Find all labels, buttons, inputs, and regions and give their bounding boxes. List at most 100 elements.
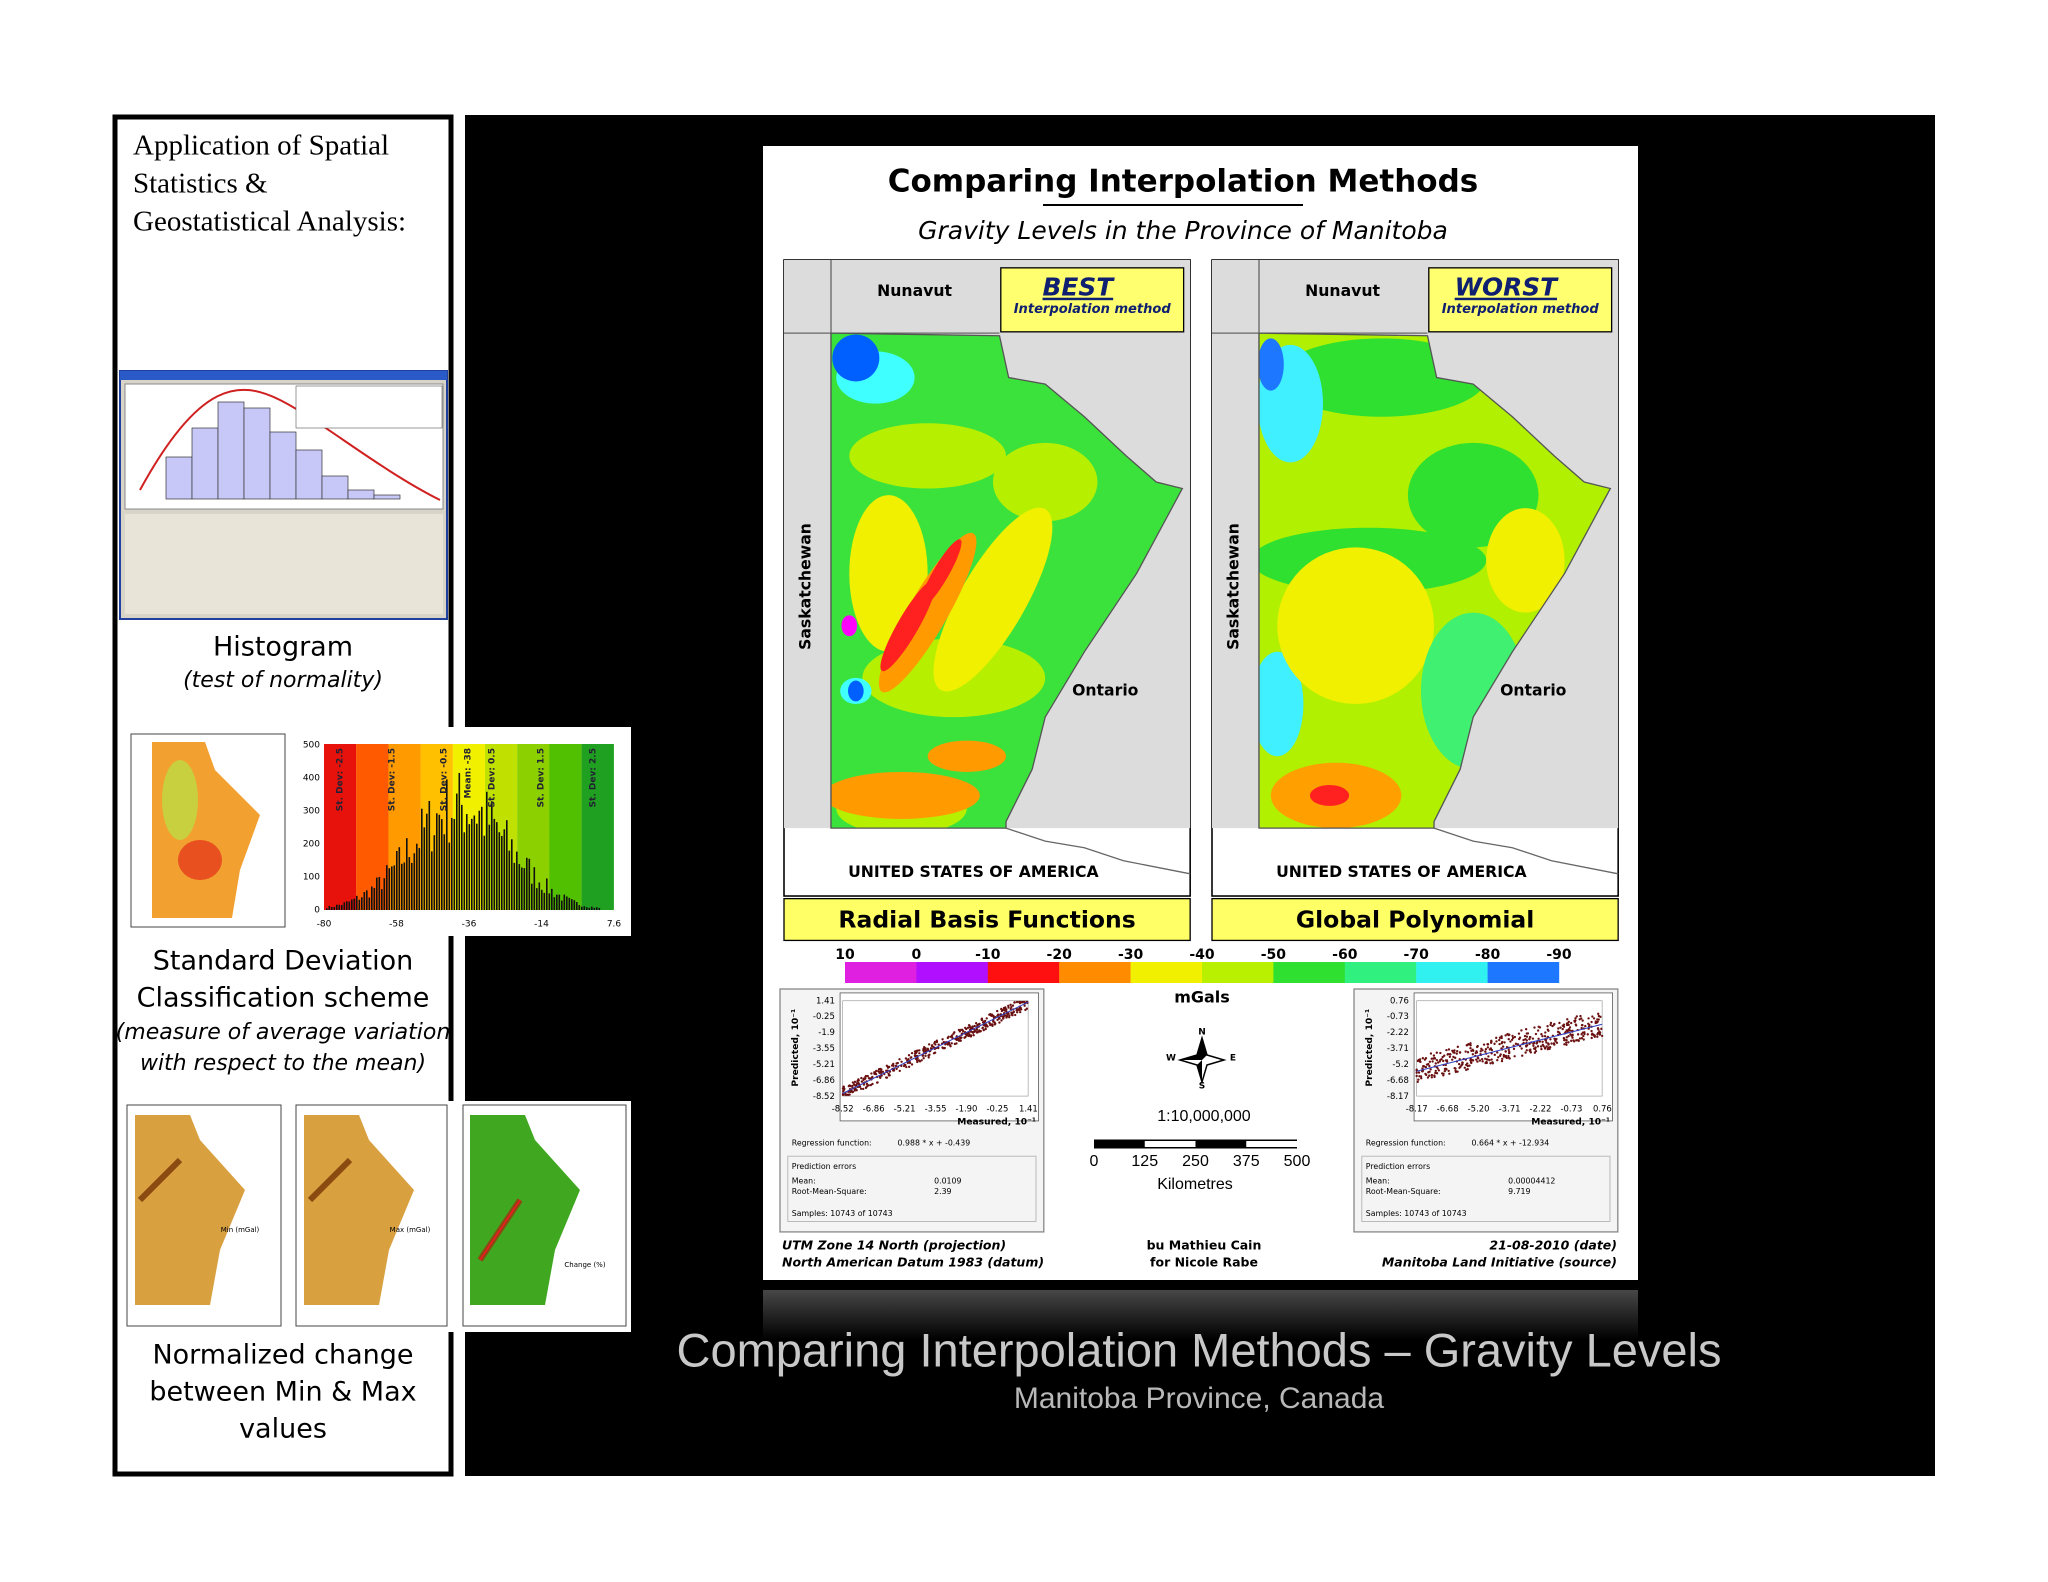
heat-blob: [1309, 785, 1350, 806]
caption: Normalized change: [152, 1340, 413, 1371]
scatter-dot: [1525, 1039, 1528, 1042]
scatter-dot: [1487, 1055, 1490, 1058]
axis-title: Measured, 10⁻¹: [1531, 1118, 1610, 1128]
info-value: 0.988 * x + -0.439: [898, 1139, 971, 1148]
scatter-dot: [1600, 1027, 1603, 1031]
scatter-dot: [864, 1075, 867, 1079]
scatter-dot: [1430, 1057, 1433, 1060]
hist-bar: [351, 899, 353, 910]
scatter-dot: [1432, 1054, 1436, 1057]
scatter-dot: [1520, 1047, 1523, 1050]
hist-bar: [511, 839, 513, 910]
scatter-dot: [1471, 1053, 1475, 1056]
colorbar-tick: -90: [1546, 947, 1572, 963]
hist-bar: [361, 897, 363, 910]
y-tick-label: 0: [314, 906, 320, 916]
scatter-dot: [1493, 1053, 1496, 1056]
hist-bar: [558, 894, 561, 910]
scatter-dot: [1584, 1024, 1587, 1028]
scatter-dot: [871, 1082, 874, 1086]
hist-bar: [533, 867, 536, 910]
hist-bar: [483, 835, 486, 910]
colorbar-segment: [916, 962, 988, 983]
scatter-dot: [991, 1023, 994, 1026]
scale-segment: [1144, 1141, 1196, 1147]
hist-bar: [543, 892, 546, 910]
rank-box: [1428, 267, 1613, 333]
info-label: Root-Mean-Square:: [792, 1187, 867, 1196]
caption: between Min & Max: [149, 1377, 416, 1408]
scatter-dot: [921, 1054, 924, 1057]
scatter-dot: [1508, 1050, 1511, 1054]
scatter-dot: [1567, 1020, 1571, 1023]
scatter-dot: [1528, 1037, 1531, 1041]
hist-bar: [583, 906, 586, 910]
scatter-dot: [935, 1039, 939, 1042]
hist-bar: [376, 877, 378, 910]
scatter-dot: [1600, 1034, 1604, 1038]
hist-bar: [518, 864, 521, 910]
x-tick-label: -14: [534, 920, 549, 930]
scatter-dot: [934, 1043, 937, 1046]
scatter-dot: [961, 1029, 965, 1033]
info-value: 9.719: [1508, 1187, 1530, 1196]
scatter-dot: [870, 1072, 873, 1075]
scatter-dot: [1498, 1038, 1501, 1042]
scatter-dot: [1475, 1051, 1479, 1054]
hist-bar: [548, 893, 551, 910]
reflection: [763, 1290, 1638, 1340]
scatter-dot: [1541, 1043, 1545, 1046]
hist-bar: [466, 814, 468, 910]
scatter-dot: [1452, 1055, 1455, 1059]
footer-text: UTM Zone 14 North (projection): [782, 1238, 1006, 1253]
scatter-dot: [1448, 1055, 1452, 1058]
hist-bar: [388, 868, 391, 910]
scatter-dot: [1544, 1031, 1547, 1034]
scatter-dot: [1563, 1043, 1566, 1046]
scatter-dot: [1469, 1046, 1472, 1050]
scatter-dot: [1501, 1057, 1504, 1061]
scatter-dot: [1431, 1060, 1434, 1063]
scatter-dot: [997, 1013, 1000, 1016]
hist-bar: [468, 824, 471, 910]
scatter-dot: [913, 1050, 917, 1053]
scatter-dot: [916, 1060, 919, 1064]
axis-title: Predicted, 10⁻¹: [791, 1009, 801, 1087]
hist-bar: [413, 853, 416, 910]
scatter-dot: [1563, 1038, 1566, 1041]
scatter-dot: [860, 1080, 864, 1083]
scatter-dot: [1570, 1039, 1573, 1043]
y-tick-label: 0.76: [1390, 995, 1409, 1005]
scatter-dot: [881, 1070, 885, 1073]
scatter-dot: [1435, 1059, 1439, 1062]
scatter-dot: [1540, 1033, 1543, 1036]
scatter-dot: [985, 1023, 988, 1026]
scatter-dot: [858, 1085, 861, 1088]
scatter-dot: [856, 1082, 859, 1085]
hist-bar: [588, 907, 591, 910]
hist-bar: [571, 899, 573, 910]
heading: Geostatistical Analysis:: [133, 206, 406, 238]
scatter-dot: [930, 1044, 934, 1048]
y-tick-label: -0.25: [813, 1011, 835, 1021]
compass: [1177, 1035, 1227, 1085]
colorbar-segment: [1059, 962, 1131, 983]
scatter-dot: [1451, 1058, 1454, 1061]
scatter-dot: [1420, 1077, 1423, 1080]
colorbar-segment: [987, 962, 1060, 983]
scatter-dot: [1488, 1059, 1491, 1062]
hist-bar: [513, 862, 516, 910]
scatter-dot: [1446, 1053, 1449, 1056]
scatter-dot: [914, 1057, 918, 1061]
colorbar-segment: [1273, 962, 1345, 983]
scatter-dot: [888, 1070, 892, 1073]
info-label: Regression function:: [1366, 1139, 1446, 1148]
scatter-dot: [844, 1093, 847, 1096]
scatter-dot: [1476, 1044, 1479, 1048]
scatter-dot: [843, 1087, 846, 1091]
hist-bar: [411, 862, 413, 910]
hist-bar: [326, 908, 328, 910]
scatter-dot: [927, 1054, 930, 1057]
scatter-dot: [1434, 1062, 1437, 1065]
